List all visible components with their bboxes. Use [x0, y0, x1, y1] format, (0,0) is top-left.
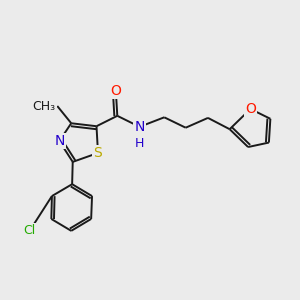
Text: Cl: Cl	[23, 224, 36, 237]
Text: H: H	[135, 137, 144, 150]
Text: O: O	[245, 102, 256, 116]
Text: S: S	[94, 146, 102, 160]
Text: CH₃: CH₃	[33, 100, 56, 112]
Text: O: O	[110, 84, 121, 98]
Text: N: N	[54, 134, 64, 148]
Text: N: N	[134, 120, 145, 134]
